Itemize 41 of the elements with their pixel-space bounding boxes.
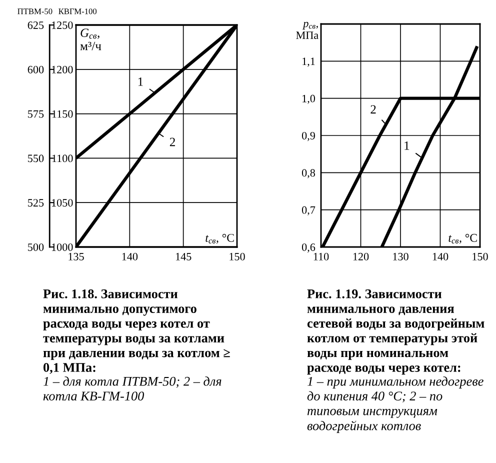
y2-axis-title: КВГМ-100 [58,8,97,14]
x-tick-label: 150 [472,252,488,260]
y-tick-label: 575 [28,110,44,118]
y-tick-label: 625 [28,21,44,29]
annotation: 1 [404,141,410,150]
y-tick-label: 0,7 [302,206,316,216]
x-tick-label: 145 [176,252,192,260]
y-tick-label: 525 [28,199,44,207]
y2-tick-label: 1250 [52,21,73,29]
x-tick-label: 140 [122,252,138,260]
y2-tick-label: 1000 [52,243,73,251]
y2-tick-label: 1050 [52,199,73,207]
text: Рис. 1.19. Зависимости минимального давления сетевой воды за водогрейным котлом от температуры этой воды при номинальном расходе воды через котел: [307,289,484,375]
y-tick-label: 550 [28,154,44,162]
y2-tick-label: 1150 [52,110,73,118]
y-tick-label: 1,0 [302,94,316,104]
y2-tick-label: 1100 [52,154,73,162]
x-tick-label: 140 [432,252,448,260]
annotation: 1 [138,78,143,86]
x-tick-label: 120 [353,252,369,260]
annotation: 2 [170,138,175,146]
y-tick-label: 1,1 [302,58,315,67]
annotation: 2 [370,105,376,114]
y-tick-label: 0,8 [302,169,316,178]
y-axis-title: p$_{св}$, МПа [296,22,318,39]
x-tick-label: 130 [393,252,408,260]
x-axis-title: t$_{св}$, °C [448,234,477,244]
x-tick-label: 110 [314,252,329,260]
y-tick-label: 600 [28,66,44,74]
y-tick-label: 0,6 [302,243,316,253]
x-tick-label: 135 [68,252,84,260]
x-tick-label: 150 [230,252,245,260]
y-tick-label: 500 [28,243,44,251]
text: Рис. 1.18. Зависимости минимально допустимого расхода воды через котел от температуры воды за котлами при давлении воды за котлом ≥ 0,1 МПа: [43,289,230,374]
annotation: G$_{св}$, м³/ч [80,28,102,50]
y-tick-label: 0,9 [302,132,315,142]
y-axis-title: ПТВМ-50 [18,8,52,14]
x-axis-title: t$_{св}$, °C [206,234,234,244]
text: 1 – при минимальном недогреве до кипения 40 °C; 2 – по типовым инструкциям водогрейных котлов [307,376,484,433]
text: 1 – для котла ПТВМ-50; 2 – для котла КВ-ГМ-100 [43,376,222,401]
y2-tick-label: 1200 [52,66,73,74]
